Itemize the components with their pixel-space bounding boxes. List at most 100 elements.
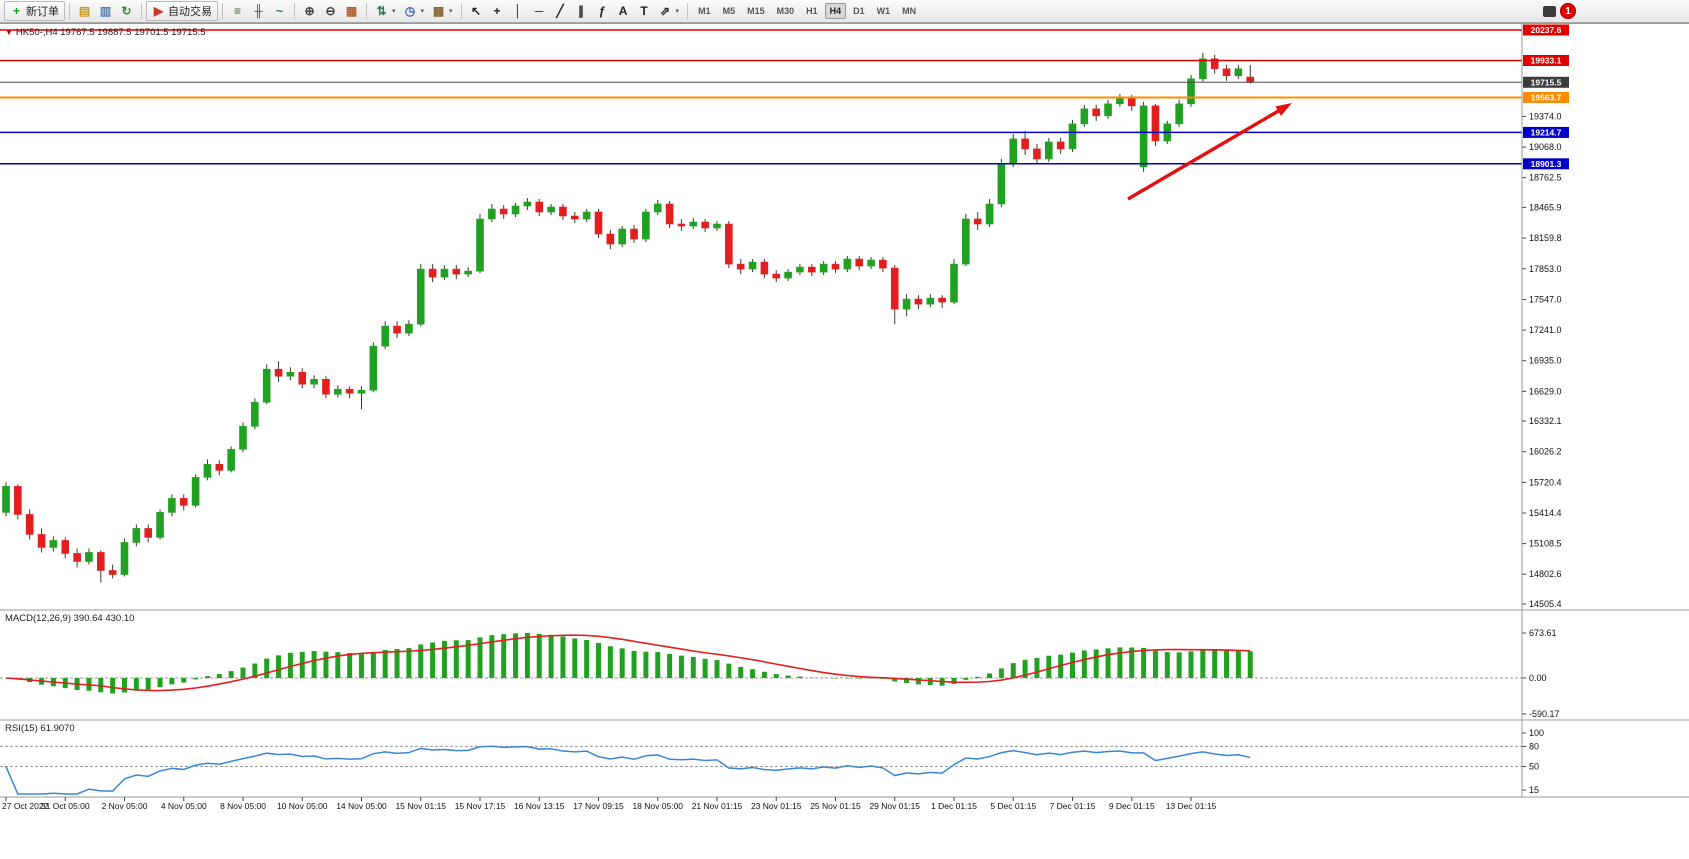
notification-badge[interactable]: 1 (1560, 3, 1576, 19)
vertical-line-button[interactable]: │ (508, 1, 529, 21)
svg-text:29 Nov 01:15: 29 Nov 01:15 (869, 801, 920, 811)
timeframe-mn-button[interactable]: MN (902, 6, 917, 16)
bar-chart-button[interactable]: ≡ (227, 1, 248, 21)
crosshair-icon: + (493, 4, 501, 18)
chart-dropdown-icon[interactable]: ▼ (5, 28, 13, 37)
timeframe-m15-button[interactable]: M15 (747, 6, 765, 16)
vertical-line-icon: │ (514, 4, 522, 18)
rsi-line (5, 745, 1251, 795)
caret-down-icon: ▾ (392, 8, 396, 15)
svg-text:17547.0: 17547.0 (1529, 294, 1562, 304)
svg-text:19374.0: 19374.0 (1529, 111, 1562, 121)
timeframe-w1-button[interactable]: W1 (876, 6, 891, 16)
alerts-icon[interactable] (1543, 6, 1556, 17)
new-order-button[interactable]: + 新订单 (4, 1, 65, 21)
svg-text:19715.5: 19715.5 (1531, 77, 1562, 87)
candlestick-chart-button[interactable]: ╫ (248, 1, 269, 21)
macd-indicator-label: MACD(12,26,9) 390.64 430.10 (5, 613, 135, 624)
indicators-icon: ⇅ (376, 4, 387, 18)
timeframe-m1-button[interactable]: M1 (698, 6, 711, 16)
chart-ohlc-header: ▼ HK50-,H4 19767.5 19887.5 19701.5 19715… (5, 27, 206, 38)
crosshair-button[interactable]: + (487, 1, 508, 21)
timeframe-h4-button[interactable]: H4 (824, 3, 847, 19)
new-order-button-label: 新订单 (26, 6, 59, 18)
svg-text:14802.6: 14802.6 (1529, 569, 1562, 579)
rsi-axis-labels: 100 80 50 15 (1522, 728, 1544, 795)
indicators-button[interactable]: ⇅ ▾ (371, 1, 400, 21)
shapes-button[interactable]: ⇗ ▾ (655, 1, 684, 21)
trend-arrow-annotation[interactable] (1127, 103, 1292, 201)
zoom-out-icon: ⊖ (325, 4, 336, 18)
toolbar-separator (141, 3, 142, 19)
text-label-button[interactable]: T (634, 1, 655, 21)
svg-text:18901.3: 18901.3 (1531, 159, 1562, 169)
macd-histogram (15, 633, 1253, 694)
svg-text:18762.5: 18762.5 (1529, 173, 1562, 183)
horizontal-line-button[interactable]: ─ (529, 1, 550, 21)
charts-profile-button[interactable]: ▤ (74, 1, 95, 21)
tile-windows-icon: ▦ (345, 4, 358, 18)
svg-text:25 Nov 01:15: 25 Nov 01:15 (810, 801, 861, 811)
svg-text:17 Nov 09:15: 17 Nov 09:15 (573, 801, 624, 811)
line-chart-button[interactable]: ~ (269, 1, 290, 21)
svg-text:8 Nov 05:00: 8 Nov 05:00 (220, 801, 266, 811)
svg-text:2 Nov 05:00: 2 Nov 05:00 (102, 801, 148, 811)
periods-button[interactable]: ◷ ▾ (400, 1, 429, 21)
template-icon: ▩ (432, 4, 445, 18)
svg-text:19214.7: 19214.7 (1531, 128, 1562, 138)
svg-text:1 Dec 01:15: 1 Dec 01:15 (931, 801, 977, 811)
text-button[interactable]: A (613, 1, 634, 21)
toolbar-separator (222, 3, 223, 19)
channel-button[interactable]: ∥ (571, 1, 592, 21)
svg-text:20237.6: 20237.6 (1531, 25, 1562, 35)
trendline-button[interactable]: ╱ (550, 1, 571, 21)
svg-text:16935.0: 16935.0 (1529, 356, 1562, 366)
macd-signal-line (5, 634, 1251, 692)
svg-text:5 Dec 01:15: 5 Dec 01:15 (990, 801, 1036, 811)
refresh-button[interactable]: ↻ (116, 1, 137, 21)
svg-text:19933.1: 19933.1 (1531, 56, 1562, 66)
svg-text:7 Dec 01:15: 7 Dec 01:15 (1050, 801, 1096, 811)
autotrade-button-label: 自动交易 (168, 6, 212, 18)
svg-text:16 Nov 13:15: 16 Nov 13:15 (514, 801, 565, 811)
templates-button[interactable]: ▩ ▾ (428, 1, 457, 21)
svg-text:14 Nov 05:00: 14 Nov 05:00 (336, 801, 387, 811)
timeframe-h1-button[interactable]: H1 (806, 6, 818, 16)
fibonacci-button[interactable]: ƒ (592, 1, 613, 21)
cursor-button[interactable]: ↖ (466, 1, 487, 21)
zoom-in-button[interactable]: ⊕ (299, 1, 320, 21)
current-price-line-price-tag: 19715.5 (1523, 76, 1569, 88)
svg-text:14505.4: 14505.4 (1529, 599, 1562, 609)
svg-text:100: 100 (1529, 728, 1544, 738)
svg-text:50: 50 (1529, 762, 1539, 772)
autotrade-button[interactable]: ▶ 自动交易 (146, 1, 218, 21)
svg-text:-590.17: -590.17 (1529, 709, 1560, 719)
caret-down-icon: ▾ (449, 8, 453, 15)
line-chart-icon: ~ (275, 4, 283, 18)
refresh-icon: ↻ (121, 4, 132, 18)
support-line-orange-price-tag: 19563.7 (1523, 91, 1569, 103)
candlestick-chart-icon: ╫ (254, 4, 263, 18)
timeframe-d1-button[interactable]: D1 (853, 6, 865, 16)
svg-text:27 Oct 2022: 27 Oct 2022 (2, 801, 49, 811)
trendline-icon: ╱ (556, 4, 564, 18)
zoom-out-button[interactable]: ⊖ (320, 1, 341, 21)
main-toolbar: + 新订单 ▤ ▥ ↻ ▶ 自动交易 ≡ ╫ ~ ⊕ ⊖ ▦ ⇅ ▾ ◷ ▾ ▩ ▾ ↖ + │ ─ ╱ ∥ ƒ A T ⇗ ▾ M1 M5 M… (0, 0, 1689, 23)
svg-text:15720.4: 15720.4 (1529, 477, 1562, 487)
resistance-line-lower-price-tag: 19933.1 (1523, 54, 1569, 66)
toolbar-separator (687, 3, 689, 19)
tile-windows-button[interactable]: ▦ (341, 1, 362, 21)
autotrade-play-icon: ▶ (153, 4, 164, 18)
svg-text:31 Oct 05:00: 31 Oct 05:00 (41, 801, 90, 811)
rsi-indicator-label: RSI(15) 61.9070 (5, 723, 75, 734)
svg-text:15 Nov 17:15: 15 Nov 17:15 (455, 801, 506, 811)
timeframe-m30-button[interactable]: M30 (776, 6, 795, 16)
print-button[interactable]: ▥ (95, 1, 116, 21)
print-icon: ▥ (99, 4, 112, 18)
caret-down-icon: ▾ (675, 8, 680, 15)
zoom-in-icon: ⊕ (304, 4, 315, 18)
timeframe-m5-button[interactable]: M5 (722, 6, 736, 16)
svg-text:18 Nov 05:00: 18 Nov 05:00 (632, 801, 683, 811)
